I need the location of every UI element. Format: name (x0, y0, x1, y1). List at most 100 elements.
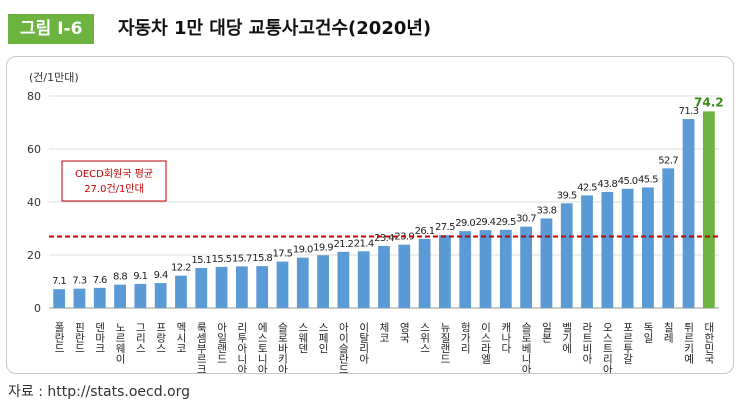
category-label: 캐나다 (500, 322, 512, 354)
category-label: 독일 (642, 322, 654, 343)
value-label: 23.4 (374, 233, 394, 244)
category-label: 벨기에 (561, 322, 573, 354)
category-label: 아이슬란드 (337, 322, 349, 373)
value-label: 12.2 (171, 263, 191, 274)
category-label: 룩셈부르크 (195, 322, 207, 373)
bar (642, 187, 654, 308)
bar (53, 289, 66, 308)
average-label-box (61, 160, 167, 202)
bar (337, 251, 350, 308)
value-label: 27.5 (435, 222, 455, 233)
value-label: 7.6 (93, 275, 107, 286)
value-label: 17.5 (273, 249, 293, 260)
category-label: 일본 (540, 321, 552, 343)
category-label: 뉴질랜드 (439, 322, 451, 364)
figure-title: 자동차 1만 대당 교통사고건수(2020년) (118, 18, 432, 39)
category-label: 헝가리 (459, 322, 471, 354)
y-tick-label: 80 (27, 90, 41, 103)
bar (581, 195, 593, 308)
bar (540, 218, 553, 308)
bar (195, 267, 208, 308)
value-label: 8.8 (113, 272, 127, 283)
bar (499, 229, 512, 308)
bar (235, 266, 248, 308)
category-label: 그리스 (134, 322, 146, 354)
bar (601, 191, 614, 308)
category-label: 아일랜드 (216, 322, 228, 364)
value-label: 29.0 (455, 218, 475, 229)
value-label: 15.5 (212, 254, 232, 265)
value-label: 15.7 (232, 253, 252, 264)
bar (215, 266, 228, 308)
value-label: 19.9 (313, 242, 333, 253)
value-label: 52.7 (658, 155, 678, 166)
value-label: 43.8 (597, 179, 617, 190)
value-label: 45.0 (618, 176, 638, 187)
chart-frame: (건/1만대) 0 20 40 60 80 7.1 7.3 7.6 8.8 9.1 9.4 12.2… (6, 56, 734, 374)
bar (398, 244, 411, 308)
bar (439, 235, 451, 308)
category-label: 스웨덴 (297, 322, 309, 354)
bar (73, 288, 86, 308)
bars (53, 111, 715, 309)
category-label: 리투아니아 (236, 322, 248, 373)
figure-label-badge: 그림 Ⅰ-6 (8, 14, 95, 44)
bar (479, 230, 492, 308)
category-label: 스페인 (317, 322, 329, 354)
bar (378, 245, 390, 308)
category-label: 칠레 (662, 322, 674, 344)
bar-chart: (건/1만대) 0 20 40 60 80 7.1 7.3 7.6 8.8 9.1 9.412.2… (27, 71, 724, 373)
bar (134, 283, 147, 308)
value-label: 21.4 (354, 238, 374, 249)
category-label: 라트비아 (581, 322, 593, 365)
average-label-line1: OECD회원국 평균 (75, 168, 153, 180)
category-label: 영국 (398, 322, 410, 344)
category-label: 오스트리아 (601, 322, 613, 373)
category-label: 노르웨이 (114, 322, 126, 365)
bar (93, 287, 106, 308)
value-label: 29.5 (496, 217, 516, 228)
category-labels: 폴란드 핀란드 덴마크 노르웨이 그리스 프랑스 멕시코 룩셈부르크 아일랜드 리투아니아 에스토니… (53, 321, 715, 373)
bar (418, 238, 431, 308)
value-label: 7.3 (72, 276, 86, 287)
bar (154, 283, 167, 308)
category-label: 스위스 (419, 322, 431, 354)
value-label: 45.5 (638, 174, 658, 185)
category-label: 슬로바키아 (276, 322, 288, 373)
category-label: 프랑스 (155, 322, 167, 354)
category-label: 에스토니아 (256, 322, 268, 373)
bar (256, 266, 269, 308)
category-label: 대한민국 (703, 322, 715, 365)
bar (682, 119, 695, 309)
value-label: 7.1 (52, 276, 66, 287)
category-label: 포르투갈 (622, 322, 634, 364)
value-label: 74.2 (694, 95, 724, 109)
category-label: 폴란드 (53, 322, 65, 354)
category-label: 이스라엘 (480, 322, 492, 364)
y-tick-label: 40 (27, 196, 41, 209)
y-tick-label: 20 (27, 249, 41, 262)
y-axis-unit-label: (건/1만대) (29, 71, 79, 84)
bar (175, 275, 187, 308)
bar (276, 261, 289, 308)
category-label: 핀란드 (73, 322, 85, 354)
category-label: 덴마크 (94, 322, 106, 354)
bar (520, 226, 533, 308)
bar (317, 255, 329, 308)
bar (560, 203, 573, 308)
y-tick-label: 0 (34, 302, 41, 315)
category-label: 튀르키예 (683, 322, 695, 365)
category-label: 멕시코 (175, 322, 187, 354)
bar (459, 231, 472, 308)
value-label: 19.0 (293, 245, 313, 256)
category-label: 슬로베니아 (520, 322, 532, 373)
value-label: 33.8 (536, 205, 556, 216)
value-label: 9.1 (133, 271, 147, 282)
y-tick-labels: 0 20 40 60 80 (27, 90, 41, 315)
bar (114, 284, 126, 308)
category-label: 체코 (378, 322, 390, 343)
bar (702, 111, 715, 308)
value-label: 39.5 (557, 190, 577, 201)
value-label: 26.1 (415, 226, 435, 237)
bar (621, 188, 634, 308)
